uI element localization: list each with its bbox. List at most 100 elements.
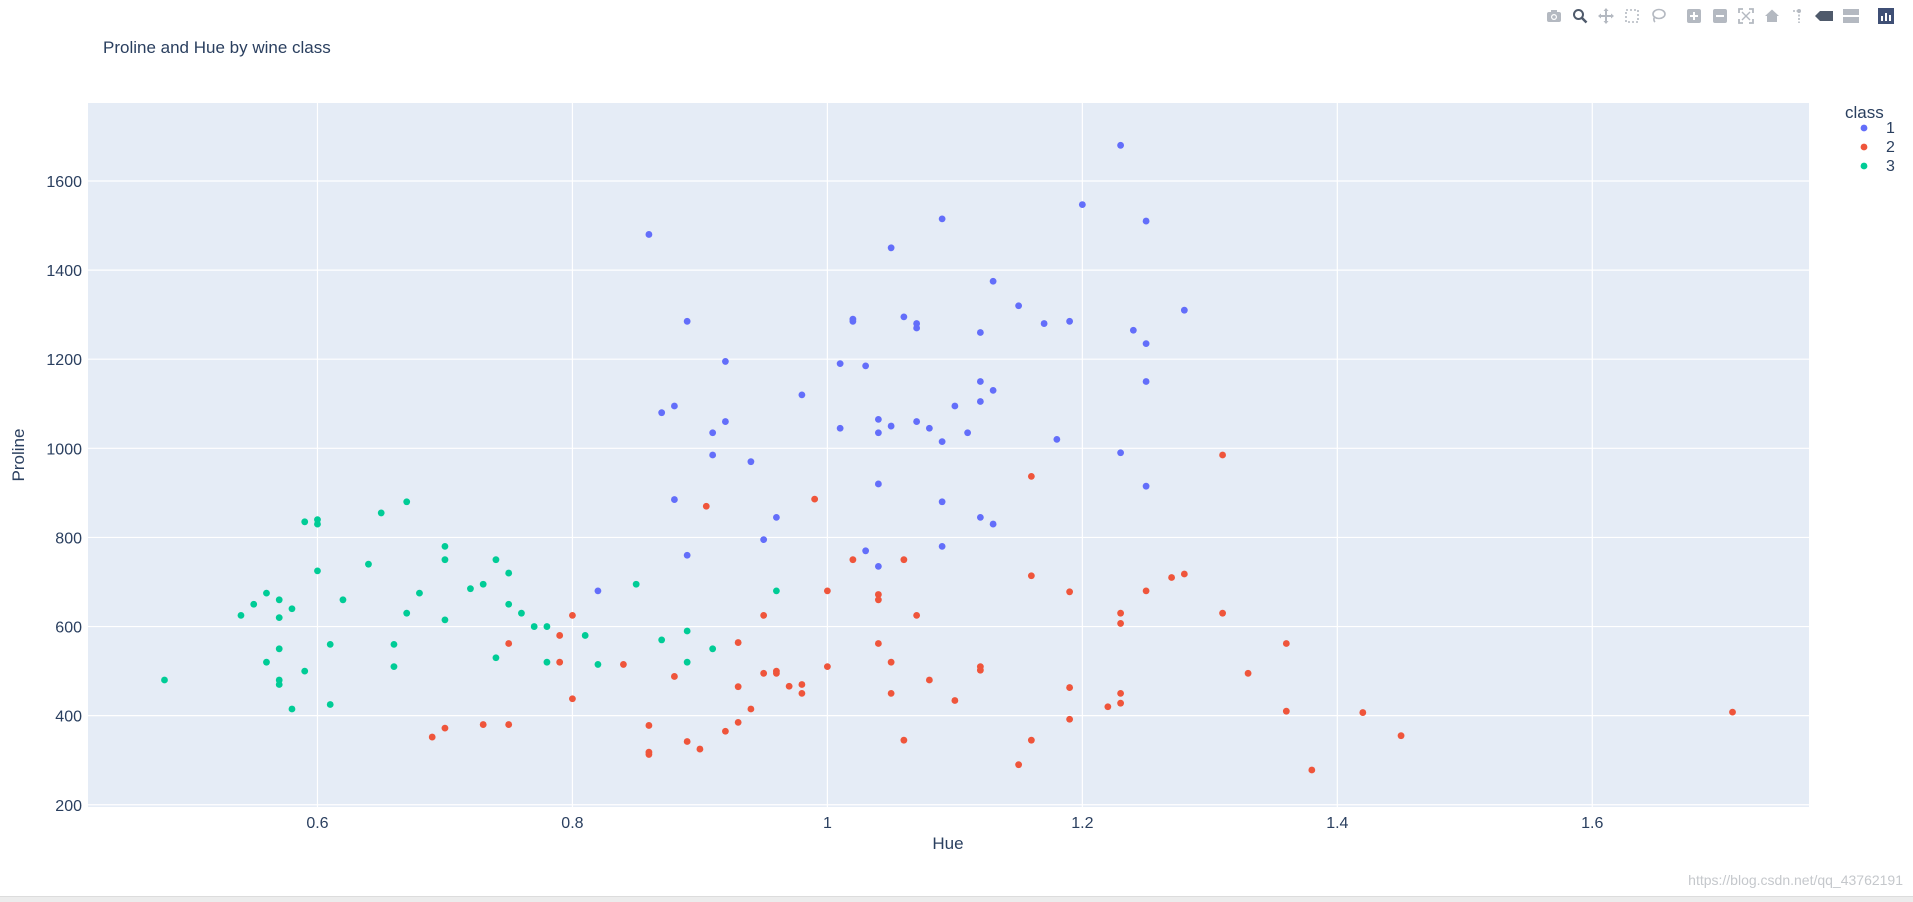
data-point-class-2[interactable]	[441, 724, 449, 732]
data-point-class-3[interactable]	[288, 705, 296, 713]
data-point-class-3[interactable]	[683, 627, 691, 635]
data-point-class-2[interactable]	[887, 689, 895, 697]
data-point-class-3[interactable]	[492, 556, 500, 564]
data-point-class-1[interactable]	[849, 317, 857, 325]
data-point-class-3[interactable]	[709, 645, 717, 653]
data-point-class-3[interactable]	[505, 600, 513, 608]
data-point-class-1[interactable]	[887, 422, 895, 430]
data-point-class-3[interactable]	[275, 645, 283, 653]
data-point-class-2[interactable]	[874, 596, 882, 604]
data-point-class-1[interactable]	[900, 313, 908, 321]
data-point-class-3[interactable]	[773, 587, 780, 595]
data-point-class-1[interactable]	[1053, 436, 1061, 443]
data-point-class-3[interactable]	[365, 560, 372, 568]
data-point-class-2[interactable]	[1180, 570, 1188, 578]
data-point-class-2[interactable]	[734, 718, 742, 726]
data-point-class-2[interactable]	[556, 632, 564, 639]
data-point-class-2[interactable]	[887, 658, 895, 666]
data-point-class-2[interactable]	[1027, 572, 1035, 580]
data-point-class-3[interactable]	[263, 658, 270, 666]
zoom-out-button[interactable]	[1709, 6, 1731, 26]
data-point-class-2[interactable]	[1359, 709, 1367, 716]
data-point-class-1[interactable]	[1078, 201, 1086, 208]
data-point-class-2[interactable]	[428, 733, 436, 741]
legend-item-class-3[interactable]: 3	[1860, 158, 1895, 175]
data-point-class-1[interactable]	[773, 513, 780, 521]
data-point-class-1[interactable]	[645, 231, 653, 238]
data-point-class-2[interactable]	[760, 669, 768, 677]
data-point-class-2[interactable]	[1117, 689, 1124, 697]
data-point-class-3[interactable]	[237, 612, 245, 619]
data-point-class-1[interactable]	[594, 587, 602, 595]
data-point-class-1[interactable]	[747, 458, 755, 466]
data-point-class-2[interactable]	[1397, 732, 1405, 740]
data-point-class-3[interactable]	[683, 658, 691, 666]
data-point-class-3[interactable]	[441, 616, 449, 624]
data-point-class-3[interactable]	[467, 585, 474, 593]
data-point-class-1[interactable]	[1015, 302, 1023, 310]
data-point-class-1[interactable]	[1040, 320, 1048, 327]
legend-item-class-1[interactable]: 1	[1860, 120, 1895, 137]
data-point-class-3[interactable]	[492, 654, 500, 662]
data-point-class-3[interactable]	[658, 636, 666, 644]
data-point-class-1[interactable]	[976, 329, 984, 336]
data-point-class-1[interactable]	[683, 317, 691, 325]
data-point-class-2[interactable]	[1027, 736, 1035, 744]
data-point-class-1[interactable]	[874, 480, 882, 488]
data-point-class-2[interactable]	[811, 495, 819, 503]
data-point-class-2[interactable]	[1066, 588, 1074, 596]
data-point-class-1[interactable]	[887, 244, 895, 252]
zoom-in-button[interactable]	[1683, 6, 1705, 26]
data-point-class-2[interactable]	[702, 502, 710, 510]
data-point-class-1[interactable]	[683, 551, 691, 559]
data-point-class-2[interactable]	[683, 738, 691, 745]
data-point-class-3[interactable]	[479, 580, 487, 588]
data-point-class-1[interactable]	[1142, 340, 1150, 348]
data-point-class-2[interactable]	[569, 612, 576, 619]
autoscale-button[interactable]	[1735, 6, 1757, 26]
data-point-class-1[interactable]	[989, 277, 997, 285]
data-point-class-1[interactable]	[1142, 482, 1150, 490]
data-point-class-1[interactable]	[722, 418, 729, 425]
data-point-class-2[interactable]	[925, 676, 933, 684]
data-point-class-2[interactable]	[1104, 703, 1112, 711]
hover-compare-button[interactable]	[1839, 6, 1861, 26]
data-point-class-1[interactable]	[836, 360, 844, 368]
data-point-class-2[interactable]	[849, 556, 857, 564]
data-point-class-3[interactable]	[275, 614, 283, 622]
data-point-class-2[interactable]	[671, 673, 678, 680]
data-point-class-1[interactable]	[862, 362, 870, 370]
data-point-class-1[interactable]	[722, 358, 729, 365]
lasso-select-button[interactable]	[1647, 6, 1669, 26]
data-point-class-1[interactable]	[709, 451, 717, 459]
data-point-class-2[interactable]	[913, 612, 921, 619]
data-point-class-1[interactable]	[938, 542, 946, 550]
data-point-class-1[interactable]	[913, 418, 921, 425]
data-point-class-2[interactable]	[1117, 620, 1124, 627]
data-point-class-3[interactable]	[339, 596, 347, 604]
data-point-class-1[interactable]	[938, 498, 946, 506]
data-point-class-2[interactable]	[1282, 707, 1290, 715]
data-point-class-3[interactable]	[288, 605, 296, 613]
data-point-class-2[interactable]	[645, 722, 653, 729]
data-point-class-2[interactable]	[620, 661, 627, 668]
data-point-class-1[interactable]	[1142, 378, 1150, 385]
data-point-class-2[interactable]	[1027, 472, 1035, 480]
pan-button[interactable]	[1595, 6, 1617, 26]
data-point-class-1[interactable]	[671, 402, 678, 410]
data-point-class-3[interactable]	[441, 542, 449, 550]
data-point-class-1[interactable]	[862, 547, 870, 555]
data-point-class-1[interactable]	[658, 409, 666, 417]
data-point-class-2[interactable]	[747, 705, 755, 713]
data-point-class-3[interactable]	[594, 661, 602, 668]
data-point-class-2[interactable]	[1219, 609, 1226, 617]
data-point-class-2[interactable]	[696, 745, 704, 753]
plotly-logo-button[interactable]	[1875, 6, 1897, 26]
data-point-class-2[interactable]	[823, 587, 831, 595]
data-point-class-3[interactable]	[275, 596, 283, 604]
data-point-class-2[interactable]	[556, 658, 564, 666]
data-point-class-1[interactable]	[989, 520, 997, 528]
data-point-class-1[interactable]	[836, 424, 844, 432]
data-point-class-3[interactable]	[275, 681, 283, 688]
data-point-class-2[interactable]	[479, 721, 487, 728]
